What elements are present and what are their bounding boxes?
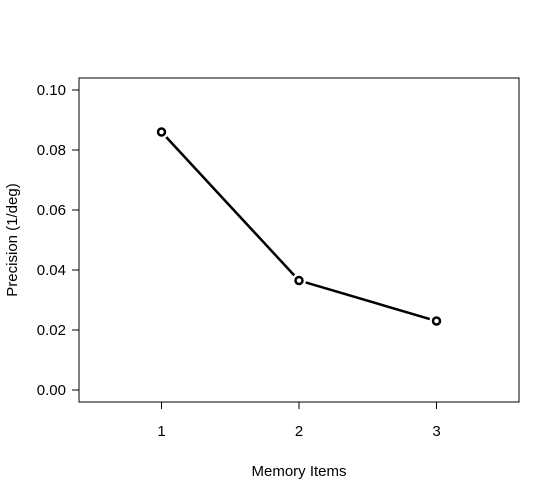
data-point [431, 316, 442, 326]
y-tick-label: 0.10 [37, 82, 66, 99]
data-point [156, 127, 167, 137]
x-axis-label: Memory Items [251, 463, 346, 480]
x-axis: 1 2 3 [157, 401, 441, 440]
plot-frame [78, 77, 520, 403]
y-tick-label: 0.06 [37, 202, 66, 219]
y-axis: 0.00 0.02 0.04 0.06 0.08 0.10 [37, 82, 80, 399]
y-tick-label: 0.08 [37, 142, 66, 159]
y-tick-label: 0.04 [37, 262, 66, 279]
series-line-segment [165, 136, 296, 277]
series-group [156, 127, 442, 326]
y-tick-label: 0.02 [37, 322, 66, 339]
y-axis-label: Precision (1/deg) [4, 183, 21, 296]
x-tick-label: 2 [295, 423, 303, 440]
y-tick-label: 0.00 [37, 382, 66, 399]
x-tick-label: 1 [157, 423, 165, 440]
x-tick-label: 3 [432, 423, 440, 440]
data-point [294, 275, 304, 286]
series-line-segment [305, 281, 431, 321]
